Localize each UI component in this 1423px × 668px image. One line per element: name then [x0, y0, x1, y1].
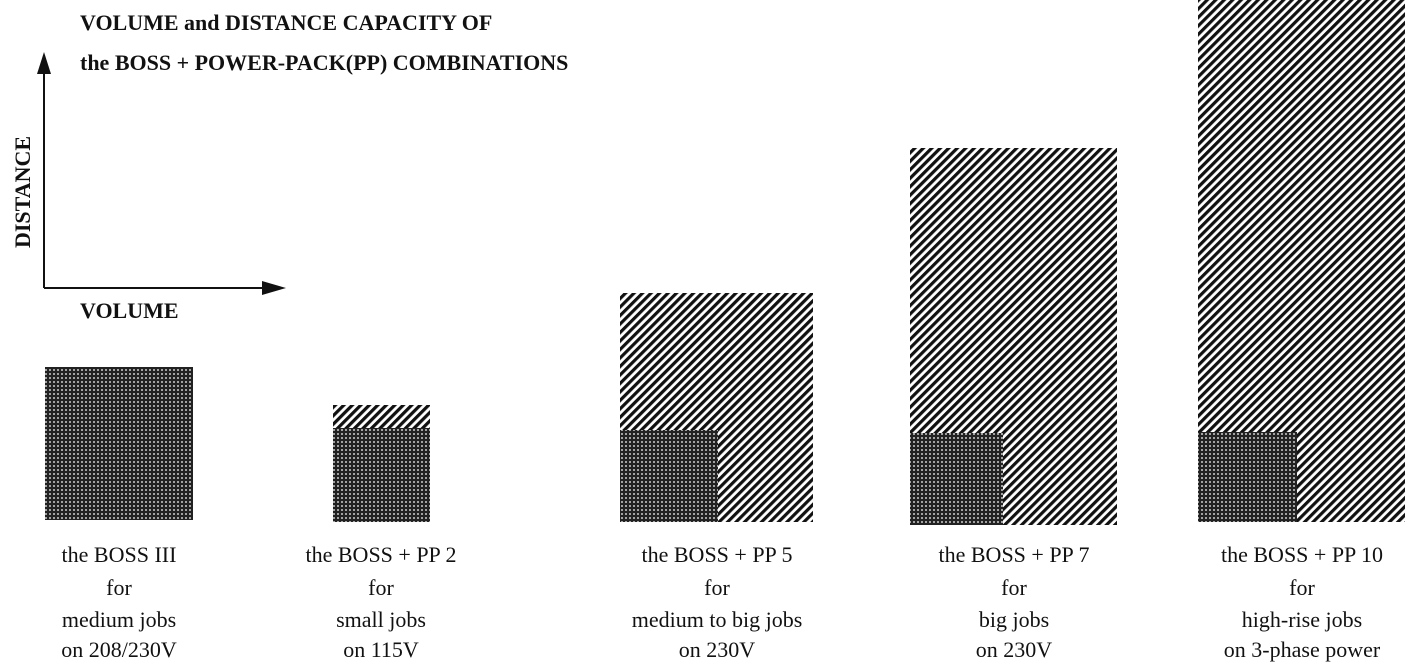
caption-line: on 3-phase power [1224, 637, 1381, 662]
caption-line: for [368, 575, 394, 600]
boss-box [910, 433, 1003, 525]
y-axis-label: DISTANCE [10, 136, 35, 248]
y-arrow [37, 52, 51, 74]
caption-line: big jobs [979, 607, 1049, 632]
caption-line: for [1289, 575, 1315, 600]
caption-line: the BOSS + PP 5 [642, 542, 793, 567]
boss-box [333, 428, 430, 522]
x-arrow [262, 281, 286, 295]
caption-line: the BOSS + PP 10 [1221, 542, 1383, 567]
caption-line: for [106, 575, 132, 600]
caption-line: the BOSS III [62, 542, 177, 567]
caption-line: medium to big jobs [632, 607, 803, 632]
caption-line: on 230V [679, 637, 756, 662]
boss-box [45, 367, 193, 520]
title-line: VOLUME and DISTANCE CAPACITY OF [80, 10, 492, 35]
boss-box [620, 430, 718, 522]
caption-line: medium jobs [62, 607, 176, 632]
x-axis-label: VOLUME [80, 298, 179, 323]
caption-line: on 230V [976, 637, 1053, 662]
caption-line: for [704, 575, 730, 600]
title-line: the BOSS + POWER-PACK(PP) COMBINATIONS [80, 50, 568, 75]
caption-line: high-rise jobs [1242, 607, 1362, 632]
caption-line: on 115V [343, 637, 419, 662]
caption-line: small jobs [336, 607, 426, 632]
caption-line: on 208/230V [61, 637, 177, 662]
caption-line: for [1001, 575, 1027, 600]
caption-line: the BOSS + PP 7 [939, 542, 1090, 567]
boss-box [1198, 432, 1297, 522]
caption-line: the BOSS + PP 2 [306, 542, 457, 567]
